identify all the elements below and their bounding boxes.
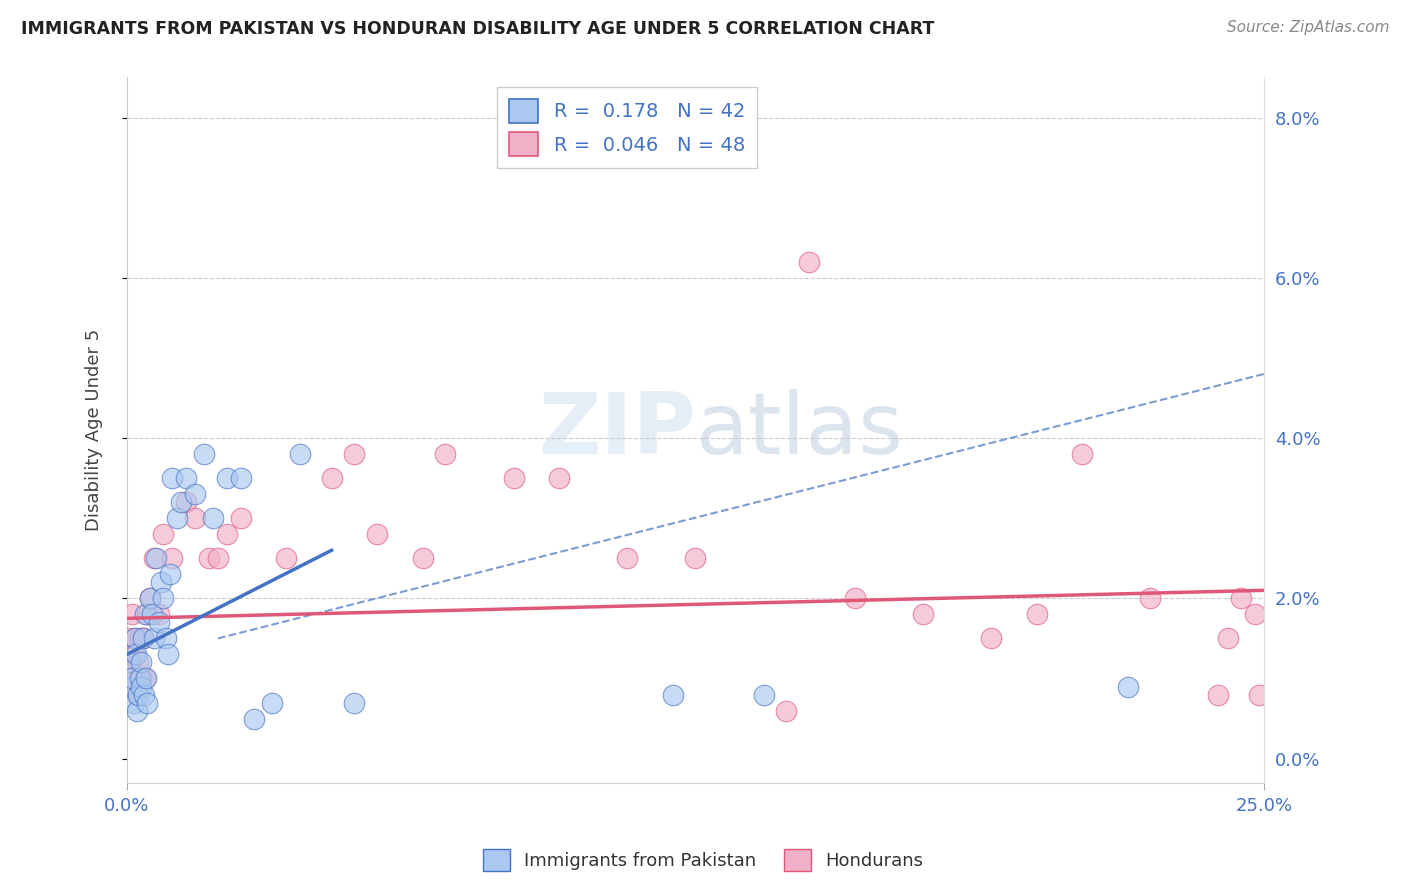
Point [207,551,229,566]
Point [129,672,152,686]
Point [797,254,820,268]
Point [170,495,193,509]
Point [156,648,179,662]
Point [184,511,207,525]
Point [121,607,143,622]
Point [124,632,146,646]
Point [197,551,219,566]
Point [202,511,225,525]
Point [685,551,707,566]
Point [134,672,156,686]
Point [174,471,197,485]
Point [125,648,148,662]
Point [135,672,157,686]
Point [155,632,177,646]
Point [412,551,434,566]
Point [980,632,1002,646]
Point [120,656,142,670]
Point [1139,591,1161,606]
Point [152,527,174,541]
Point [243,712,266,726]
Point [124,632,146,646]
Point [174,495,197,509]
Point [120,680,142,694]
Point [193,447,215,461]
Point [138,591,160,606]
Text: Source: ZipAtlas.com: Source: ZipAtlas.com [1226,20,1389,35]
Point [132,632,155,646]
Point [215,527,238,541]
Point [150,575,173,590]
Point [159,567,181,582]
Point [775,704,797,718]
Point [321,471,343,485]
Point [616,551,638,566]
Y-axis label: Disability Age Under 5: Disability Age Under 5 [86,329,103,531]
Point [132,632,155,646]
Point [911,607,934,622]
Point [229,511,252,525]
Point [134,607,156,622]
Point [122,696,145,710]
Point [125,688,148,702]
Point [262,696,284,710]
Point [127,688,149,702]
Point [148,615,170,630]
Point [136,607,159,622]
Point [166,511,188,525]
Point [145,551,167,566]
Point [143,632,166,646]
Text: IMMIGRANTS FROM PAKISTAN VS HONDURAN DISABILITY AGE UNDER 5 CORRELATION CHART: IMMIGRANTS FROM PAKISTAN VS HONDURAN DIS… [21,20,935,37]
Point [752,688,775,702]
Point [131,680,153,694]
Point [143,551,166,566]
Point [118,632,141,646]
Point [1244,607,1267,622]
Point [548,471,571,485]
Text: atlas: atlas [696,389,904,472]
Point [136,696,159,710]
Point [1025,607,1047,622]
Legend: R =  0.178   N = 42, R =  0.046   N = 48: R = 0.178 N = 42, R = 0.046 N = 48 [498,87,756,168]
Point [120,672,142,686]
Point [128,632,150,646]
Point [215,471,238,485]
Point [121,672,143,686]
Point [127,656,149,670]
Point [141,607,163,622]
Point [162,551,184,566]
Point [343,447,366,461]
Point [162,471,184,485]
Point [125,704,148,718]
Legend: Immigrants from Pakistan, Hondurans: Immigrants from Pakistan, Hondurans [475,842,931,879]
Point [138,591,160,606]
Point [129,656,152,670]
Point [1249,688,1271,702]
Point [366,527,388,541]
Point [1230,591,1253,606]
Point [184,487,207,501]
Point [128,672,150,686]
Point [125,672,148,686]
Point [343,696,366,710]
Point [1216,632,1239,646]
Point [288,447,311,461]
Point [122,648,145,662]
Point [661,688,683,702]
Point [118,656,141,670]
Point [502,471,524,485]
Point [1116,680,1139,694]
Point [274,551,297,566]
Point [148,607,170,622]
Point [152,591,174,606]
Point [844,591,866,606]
Point [434,447,457,461]
Point [1071,447,1094,461]
Point [134,688,156,702]
Point [229,471,252,485]
Text: ZIP: ZIP [537,389,696,472]
Point [1208,688,1230,702]
